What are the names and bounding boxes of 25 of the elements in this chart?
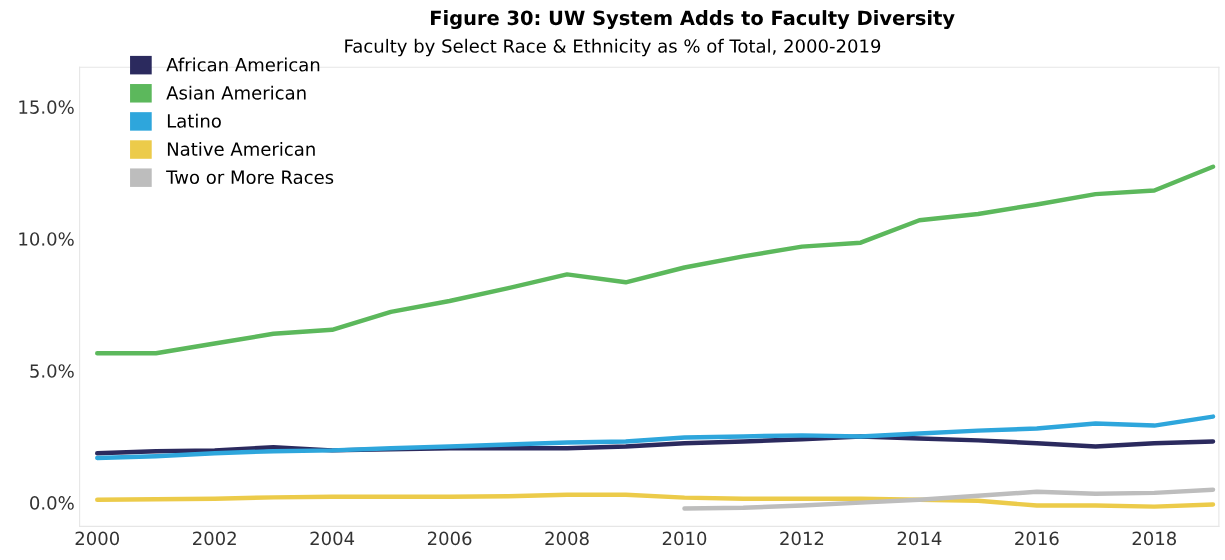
- legend-label: Two or More Races: [166, 170, 334, 185]
- legend-label: Asian American: [166, 85, 306, 100]
- line-series: [95, 164, 1216, 356]
- x-tick-label: 2018: [1132, 531, 1177, 546]
- y-tick-label: 10.0%: [19, 232, 74, 246]
- legend-label: African American: [166, 57, 320, 72]
- x-tick-label: 2008: [545, 531, 589, 546]
- line-series: [95, 414, 1216, 461]
- y-tick-label: 15.0%: [19, 100, 74, 114]
- y-tick-label: 5.0%: [30, 364, 74, 378]
- y-tick-label: 0.0%: [30, 496, 74, 510]
- x-tick-label: 2012: [780, 531, 824, 546]
- x-tick-label: 2014: [897, 531, 942, 546]
- x-tick-label: 2010: [662, 531, 707, 546]
- x-tick-label: 2002: [193, 531, 236, 546]
- line-series: [95, 492, 1216, 509]
- chart-title: Figure 30: UW System Adds to Faculty Diversity: [431, 10, 955, 30]
- legend-label: Latino: [167, 113, 221, 128]
- x-tick-label: 2004: [310, 531, 355, 546]
- x-tick-label: 2006: [427, 531, 472, 546]
- x-tick-label: 2016: [1015, 531, 1059, 546]
- line-series: [682, 487, 1216, 511]
- x-tick-label: 2000: [75, 531, 120, 546]
- chart-subtitle: Faculty by Select Race & Ethnicity as % of Total, 2000-2019: [345, 38, 881, 57]
- legend-label: Native American: [167, 141, 315, 156]
